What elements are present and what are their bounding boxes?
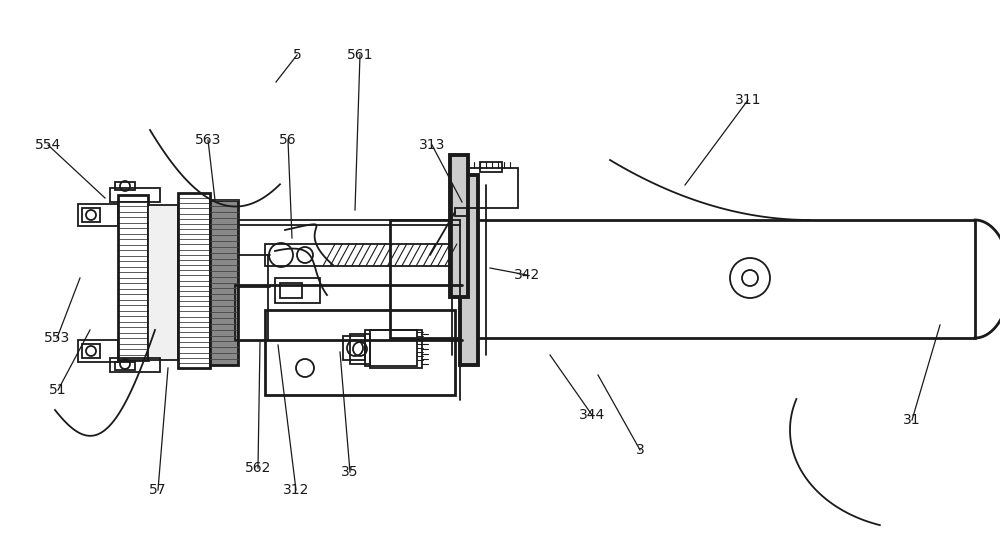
Text: 554: 554 bbox=[35, 138, 61, 152]
Text: 562: 562 bbox=[245, 461, 271, 475]
Text: 312: 312 bbox=[283, 483, 309, 497]
Bar bbox=[265, 244, 462, 266]
Text: 313: 313 bbox=[419, 138, 445, 152]
Bar bbox=[82, 208, 100, 222]
Bar bbox=[78, 340, 118, 362]
Bar bbox=[210, 200, 238, 365]
Text: 35: 35 bbox=[341, 465, 359, 479]
Text: 57: 57 bbox=[149, 483, 167, 497]
Text: 342: 342 bbox=[514, 268, 540, 282]
Text: 553: 553 bbox=[44, 331, 70, 345]
Text: 311: 311 bbox=[735, 93, 761, 107]
Text: 344: 344 bbox=[579, 408, 605, 422]
Text: 561: 561 bbox=[347, 48, 373, 62]
Bar bbox=[280, 283, 302, 298]
Bar bbox=[468, 168, 518, 208]
Bar bbox=[343, 336, 365, 360]
Bar bbox=[365, 330, 417, 366]
Text: 3: 3 bbox=[636, 443, 644, 457]
Text: 51: 51 bbox=[49, 383, 67, 397]
Text: 5: 5 bbox=[293, 48, 301, 62]
Bar bbox=[118, 195, 148, 360]
Bar bbox=[275, 278, 320, 303]
Bar bbox=[390, 220, 975, 338]
Bar bbox=[110, 358, 160, 372]
Bar bbox=[148, 205, 178, 360]
Bar bbox=[115, 362, 135, 370]
Bar bbox=[178, 193, 210, 368]
Bar bbox=[82, 344, 100, 358]
Bar bbox=[350, 334, 370, 364]
Bar bbox=[78, 204, 118, 226]
Bar bbox=[115, 182, 135, 190]
Bar bbox=[480, 162, 502, 172]
Bar bbox=[460, 175, 478, 365]
Bar bbox=[450, 155, 468, 297]
Bar bbox=[265, 310, 455, 395]
Bar bbox=[110, 188, 160, 202]
Text: 56: 56 bbox=[279, 133, 297, 147]
Bar bbox=[455, 208, 467, 216]
Text: 31: 31 bbox=[903, 413, 921, 427]
Bar bbox=[370, 330, 422, 368]
Text: 563: 563 bbox=[195, 133, 221, 147]
